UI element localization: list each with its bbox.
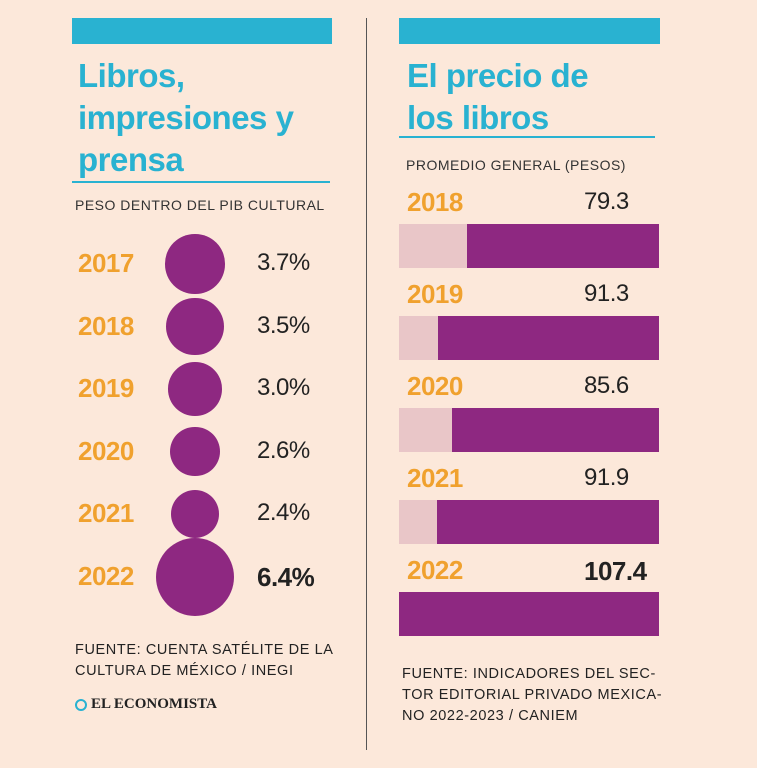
year-label: 2018	[78, 310, 134, 341]
year-label: 2020	[407, 371, 463, 401]
bar	[437, 316, 659, 360]
bubble	[168, 362, 222, 416]
logo-mark-icon	[75, 698, 87, 711]
title-line: prensa	[78, 141, 184, 178]
bar	[399, 592, 659, 636]
source-line: FUENTE: INDICADORES DEL SEC-	[402, 666, 656, 682]
value-label: 79.3	[584, 188, 629, 215]
year-label: 2018	[407, 187, 463, 217]
value-label: 107.4	[584, 556, 647, 586]
source-line: NO 2022-2023 / CANIEM	[402, 708, 579, 724]
year-label: 2017	[78, 248, 134, 278]
left-panel: Libros, impresiones y prensa PESO DENTRO…	[0, 0, 365, 768]
value-label: 2.6%	[257, 436, 310, 464]
value-label: 3.7%	[257, 249, 310, 276]
value-label: 6.4%	[257, 561, 315, 592]
bubble	[170, 426, 220, 477]
bubble	[165, 234, 225, 294]
year-label: 2022	[407, 555, 463, 585]
year-label: 2019	[78, 373, 134, 403]
title-line: Libros,	[78, 57, 185, 94]
value-label: 3.0%	[257, 374, 310, 401]
title-rule	[72, 181, 330, 183]
logo-text: EL ECONOMISTA	[91, 696, 217, 712]
source-note: FUENTE: CUENTA SATÉLITE DE LA CULTURA DE…	[75, 640, 345, 682]
year-label: 2021	[78, 498, 134, 528]
chart-title: Libros, impresiones y prensa	[78, 55, 338, 181]
chart-subtitle: PROMEDIO GENERAL (PESOS)	[406, 157, 626, 173]
value-label: 91.3	[584, 280, 629, 307]
publisher-logo: EL ECONOMISTA	[75, 696, 217, 713]
top-accent-bar	[399, 18, 660, 44]
bar	[467, 224, 659, 268]
right-panel: El precio de los libros PROMEDIO GENERAL…	[372, 0, 757, 768]
chart-title: El precio de los libros	[407, 55, 667, 139]
bubble	[166, 297, 224, 356]
title-rule	[399, 136, 655, 138]
source-line: TOR EDITORIAL PRIVADO MEXICA-	[402, 687, 663, 703]
source-note: FUENTE: INDICADORES DEL SEC- TOR EDITORI…	[402, 664, 682, 727]
year-label: 2019	[407, 279, 463, 309]
value-label: 3.5%	[257, 311, 310, 339]
chart-subtitle: PESO DENTRO DEL PIB CULTURAL	[75, 197, 325, 213]
value-label: 91.9	[584, 464, 629, 491]
bar	[451, 408, 659, 452]
top-accent-bar	[72, 18, 332, 44]
bubble	[156, 537, 234, 616]
bar	[436, 500, 659, 544]
title-line: impresiones y	[78, 99, 294, 136]
year-label: 2021	[407, 463, 463, 493]
source-line: CULTURA DE MÉXICO / INEGI	[75, 663, 294, 679]
column-divider	[366, 18, 367, 750]
title-line: El precio de	[407, 57, 589, 94]
year-label: 2022	[78, 560, 134, 591]
value-label: 2.4%	[257, 499, 310, 526]
title-line: los libros	[407, 99, 549, 136]
bubble	[171, 490, 219, 538]
year-label: 2020	[78, 435, 134, 466]
source-line: FUENTE: CUENTA SATÉLITE DE LA	[75, 642, 334, 658]
value-label: 85.6	[584, 372, 629, 399]
